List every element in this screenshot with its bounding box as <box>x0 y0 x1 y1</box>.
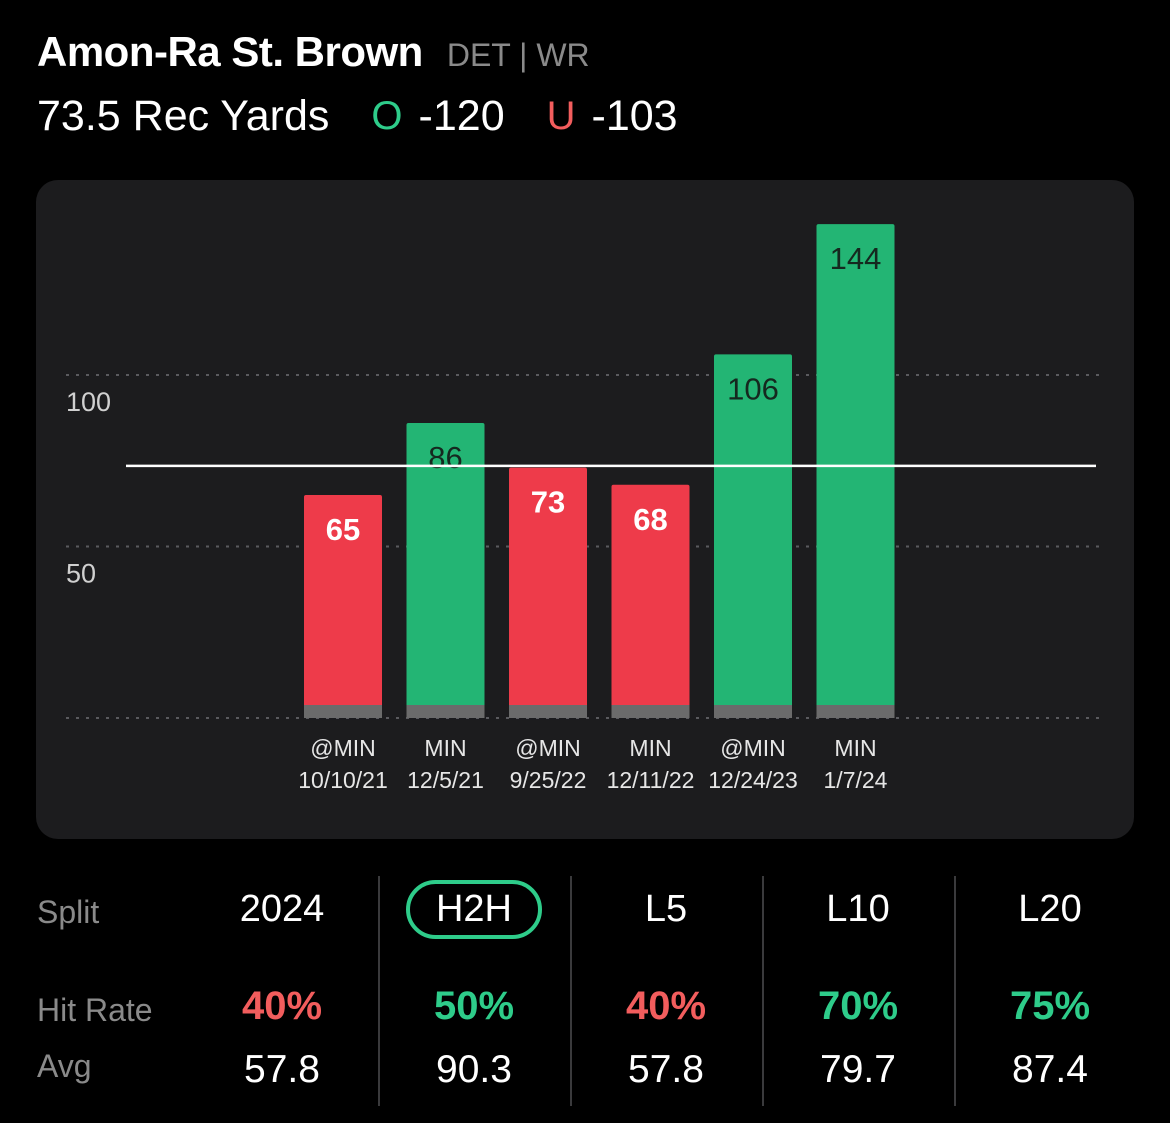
x-tick-date: 9/25/22 <box>510 767 587 793</box>
split-tab-selected[interactable]: H2H <box>378 880 570 939</box>
over-odds: -120 <box>418 92 505 140</box>
hit-rate-value: 40% <box>625 984 707 1028</box>
bar-value-label: 68 <box>633 502 667 537</box>
split-row-label: Split <box>37 894 100 930</box>
under-odds: -103 <box>591 92 678 140</box>
split-column-2024[interactable]: 2024 40% 57.8 <box>186 876 378 1106</box>
split-tab[interactable]: 2024 <box>186 888 378 931</box>
hit-rate-value: 50% <box>433 984 515 1028</box>
y-tick-label: 100 <box>66 387 111 417</box>
x-tick-date: 10/10/21 <box>298 767 388 793</box>
bar-base <box>304 705 382 718</box>
x-tick-opponent: @MIN <box>720 735 786 761</box>
bar-4 <box>611 484 690 718</box>
x-tick-date: 12/24/23 <box>708 767 798 793</box>
bar-base <box>406 705 485 718</box>
bar-value-label: 144 <box>830 241 882 276</box>
team-position: DET | WR <box>446 37 590 73</box>
x-tick-date: 1/7/24 <box>824 767 888 793</box>
bar-base <box>611 705 690 718</box>
avg-row-label: Avg <box>37 1048 92 1084</box>
bar-value-label: 86 <box>428 440 462 475</box>
y-tick-label: 50 <box>66 559 96 589</box>
split-column-l5[interactable]: L5 40% 57.8 <box>570 876 762 1106</box>
hit-rate-value: 75% <box>1009 984 1091 1028</box>
column-divider <box>954 876 956 1106</box>
column-divider <box>762 876 764 1106</box>
bar-base <box>816 705 895 718</box>
bar-2 <box>406 423 485 718</box>
column-divider <box>378 876 380 1106</box>
split-label: L5 <box>644 888 688 930</box>
bar-base <box>714 705 792 718</box>
over-odds-group[interactable]: O -120 <box>371 92 504 141</box>
bar-base <box>509 705 587 718</box>
x-tick-date: 12/5/21 <box>407 767 484 793</box>
x-tick-opponent: MIN <box>834 735 876 761</box>
bar-5 <box>714 354 792 718</box>
bar-1 <box>304 495 382 718</box>
x-tick-opponent: @MIN <box>310 735 376 761</box>
bar-6 <box>816 224 895 718</box>
split-column-l20[interactable]: L20 75% 87.4 <box>954 876 1146 1106</box>
split-tab[interactable]: L5 <box>570 888 762 931</box>
split-column-l10[interactable]: L10 70% 79.7 <box>762 876 954 1106</box>
split-label: 2024 <box>239 888 325 930</box>
player-name: Amon-Ra St. Brown <box>37 28 423 75</box>
under-odds-group[interactable]: U -103 <box>547 92 678 141</box>
player-header: Amon-Ra St. Brown DET | WR <box>37 28 590 76</box>
prop-header: 73.5 Rec Yards O -120 U -103 <box>37 92 678 141</box>
avg-value: 57.8 <box>628 1048 704 1091</box>
chart-card: 50 100 65 @MIN 10/10/21 86 MIN 12/5/21 73 @MIN 9/2… <box>36 180 1134 839</box>
split-label: L10 <box>826 888 890 930</box>
split-label: H2H <box>405 880 543 939</box>
split-label: L20 <box>1018 888 1082 930</box>
x-tick-opponent: MIN <box>424 735 466 761</box>
under-letter: U <box>546 94 576 138</box>
hit-rate-value: 40% <box>241 984 323 1028</box>
bar-value-label: 65 <box>326 512 360 547</box>
avg-value: 79.7 <box>820 1048 896 1091</box>
x-tick-date: 12/11/22 <box>607 767 695 793</box>
bar-value-label: 106 <box>727 371 779 406</box>
avg-value: 57.8 <box>244 1048 320 1091</box>
over-letter: O <box>371 94 403 138</box>
hit-rate-row-label: Hit Rate <box>37 992 153 1028</box>
bar-value-label: 73 <box>531 485 565 520</box>
hit-rate-value: 70% <box>817 984 899 1028</box>
avg-value: 87.4 <box>1012 1048 1088 1091</box>
x-tick-opponent: MIN <box>629 735 671 761</box>
avg-value: 90.3 <box>436 1048 512 1091</box>
bar-3 <box>509 467 587 718</box>
column-divider <box>570 876 572 1106</box>
x-tick-opponent: @MIN <box>515 735 581 761</box>
split-column-h2h[interactable]: H2H 50% 90.3 <box>378 876 570 1106</box>
prop-line: 73.5 Rec Yards <box>37 92 330 140</box>
stats-table: Split Hit Rate Avg 2024 40% 57.8 H2H 50% 90.3… <box>0 876 1170 1106</box>
split-tab[interactable]: L20 <box>954 888 1146 931</box>
bar-chart: 50 100 65 @MIN 10/10/21 86 MIN 12/5/21 73 @MIN 9/2… <box>66 224 1102 793</box>
split-tab[interactable]: L10 <box>762 888 954 931</box>
